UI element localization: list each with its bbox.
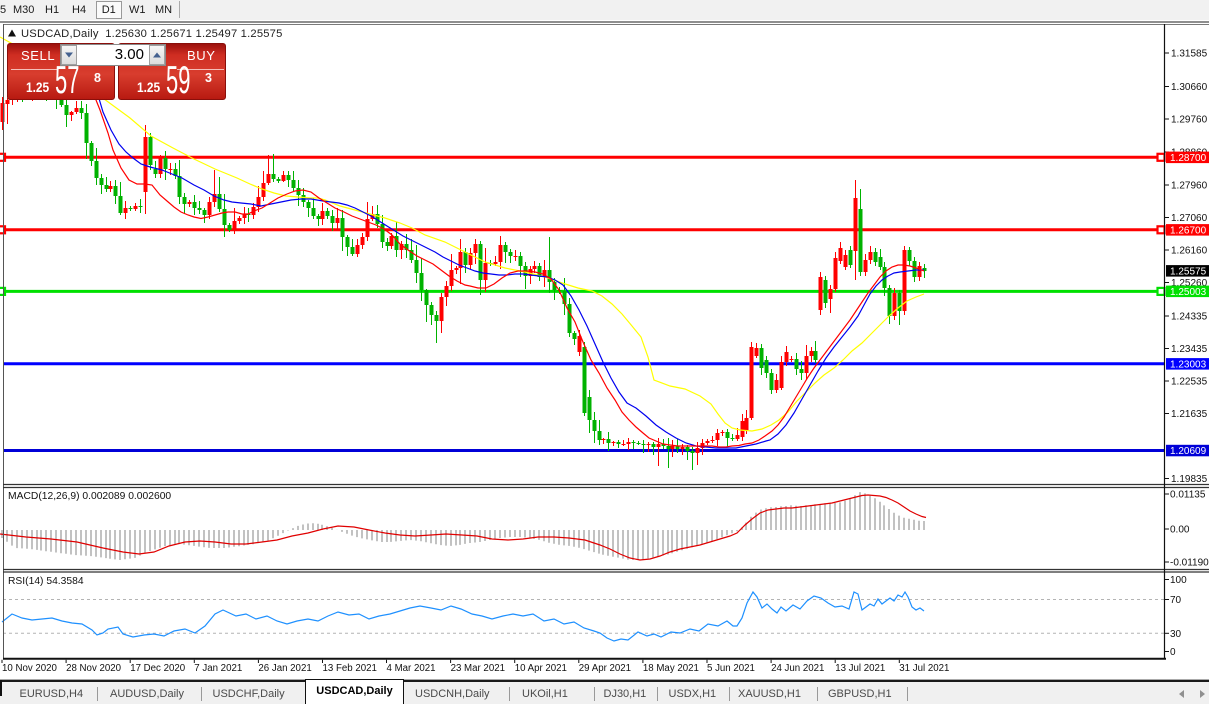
svg-text:1.26160: 1.26160: [1171, 246, 1208, 257]
svg-text:26 Jan 2021: 26 Jan 2021: [258, 663, 311, 674]
svg-text:USDCAD,Daily 1.25630 1.25671: USDCAD,Daily 1.25630 1.25671 1.25497 1.2…: [21, 28, 283, 40]
svg-text:1.27960: 1.27960: [1171, 181, 1208, 192]
svg-text:10 Nov 2020: 10 Nov 2020: [2, 663, 58, 674]
svg-text:4 Mar 2021: 4 Mar 2021: [387, 663, 436, 674]
svg-text:13 Jul 2021: 13 Jul 2021: [835, 663, 885, 674]
svg-text:1.27060: 1.27060: [1171, 213, 1208, 224]
svg-text:0.00: 0.00: [1170, 525, 1190, 536]
svg-text:23 Mar 2021: 23 Mar 2021: [451, 663, 505, 674]
svg-text:24 Jun 2021: 24 Jun 2021: [771, 663, 824, 674]
svg-text:1.25260: 1.25260: [1171, 278, 1208, 289]
svg-text:1.26700: 1.26700: [1170, 225, 1207, 236]
svg-text:7 Jan 2021: 7 Jan 2021: [194, 663, 242, 674]
svg-text:MACD(12,26,9) 0.002089 0.00260: MACD(12,26,9) 0.002089 0.002600: [8, 491, 171, 502]
svg-text:13 Feb 2021: 13 Feb 2021: [323, 663, 377, 674]
svg-text:5 Jun 2021: 5 Jun 2021: [707, 663, 755, 674]
svg-text:17 Dec 2020: 17 Dec 2020: [130, 663, 186, 674]
svg-text:31 Jul 2021: 31 Jul 2021: [899, 663, 949, 674]
svg-text:0.01135: 0.01135: [1170, 490, 1206, 501]
svg-text:0: 0: [1170, 647, 1176, 658]
svg-text:1.22535: 1.22535: [1171, 377, 1208, 388]
svg-text:1.28700: 1.28700: [1170, 153, 1207, 164]
svg-text:1.24335: 1.24335: [1171, 312, 1208, 323]
svg-text:29 Apr 2021: 29 Apr 2021: [579, 663, 631, 674]
svg-text:30: 30: [1170, 629, 1182, 640]
svg-text:1.30660: 1.30660: [1171, 82, 1208, 93]
svg-text:-0.011904: -0.011904: [1170, 558, 1209, 569]
svg-text:100: 100: [1170, 575, 1187, 586]
svg-text:28 Nov 2020: 28 Nov 2020: [66, 663, 122, 674]
svg-text:1.20609: 1.20609: [1170, 446, 1207, 457]
svg-text:1.29760: 1.29760: [1171, 115, 1208, 126]
svg-text:1.23003: 1.23003: [1170, 359, 1207, 370]
svg-text:RSI(14) 54.3584: RSI(14) 54.3584: [8, 576, 84, 587]
svg-text:1.25575: 1.25575: [1170, 267, 1207, 278]
svg-text:1.19835: 1.19835: [1171, 474, 1208, 485]
svg-text:1.23435: 1.23435: [1171, 344, 1208, 355]
svg-text:10 Apr 2021: 10 Apr 2021: [515, 663, 567, 674]
svg-text:1.21635: 1.21635: [1171, 409, 1208, 420]
svg-text:1.25003: 1.25003: [1170, 287, 1207, 298]
svg-text:18 May 2021: 18 May 2021: [643, 663, 699, 674]
svg-text:70: 70: [1170, 595, 1182, 606]
svg-text:1.31585: 1.31585: [1171, 49, 1208, 60]
